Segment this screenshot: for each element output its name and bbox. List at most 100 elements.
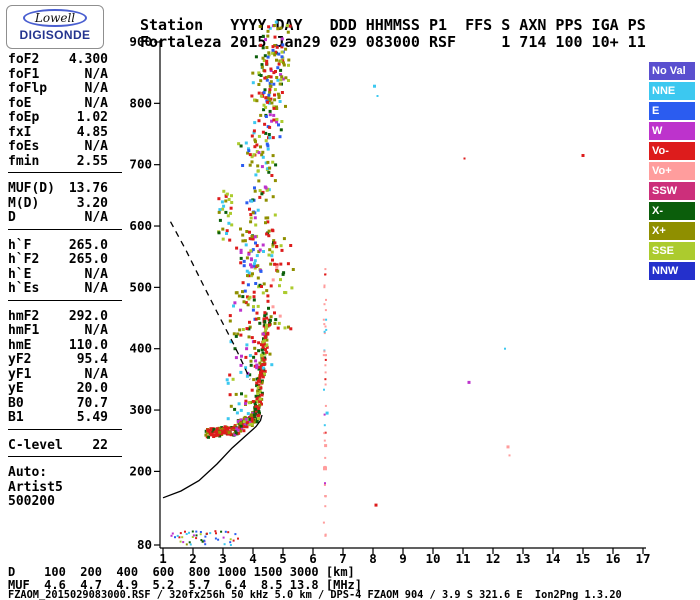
echo-point: [278, 82, 282, 86]
echo-point: [221, 227, 225, 231]
echo-point: [272, 24, 276, 27]
echo-point: [226, 214, 230, 218]
echo-point: [222, 189, 226, 193]
echo-point: [324, 505, 327, 508]
echo-point: [264, 105, 268, 109]
echo-point: [323, 439, 326, 442]
echo-point: [257, 409, 261, 413]
echo-point: [245, 230, 249, 233]
x-tick-label: 16: [605, 551, 620, 566]
echo-point: [280, 91, 284, 94]
echo-point: [254, 405, 258, 409]
echo-point: [266, 294, 270, 298]
echo-point: [265, 345, 269, 349]
echo-point: [248, 417, 252, 421]
echo-point: [251, 211, 255, 215]
echo-point: [188, 531, 190, 534]
echo-point: [273, 88, 277, 92]
echo-point: [250, 235, 254, 238]
echo-point: [257, 367, 261, 371]
echo-point: [260, 192, 264, 196]
legend-item-w: W: [649, 122, 695, 140]
echo-point: [324, 383, 327, 386]
echo-point-isolated: [467, 380, 471, 384]
echo-point: [237, 537, 239, 540]
x-tick-label: 10: [425, 551, 440, 566]
echo-point: [236, 428, 240, 432]
echo-point: [206, 429, 210, 432]
echo-point: [269, 84, 273, 88]
echo-point: [171, 532, 174, 535]
param-label: D: [8, 210, 16, 225]
echo-point: [272, 239, 276, 243]
echo-point: [231, 377, 235, 381]
echo-point: [272, 82, 276, 86]
echo-point: [170, 534, 173, 537]
echo-point: [258, 25, 262, 28]
param-hf: h`F 265.0: [8, 238, 108, 254]
echo-point: [266, 216, 270, 220]
echo-point: [205, 532, 208, 535]
echo-point: [260, 393, 264, 397]
echo-point: [275, 58, 278, 62]
param-value: 20.0: [76, 381, 108, 396]
x-tick-label: 9: [399, 551, 407, 566]
echo-point: [262, 250, 265, 253]
echo-point: [291, 268, 295, 271]
echo-point: [241, 290, 244, 294]
echo-point: [189, 543, 192, 546]
echo-point: [279, 78, 283, 82]
echo-point: [234, 431, 238, 435]
echo-point: [178, 536, 181, 539]
digisonde-logo: Lowell DIGISONDE: [6, 5, 104, 49]
param-b0: B0 70.7: [8, 396, 108, 412]
echo-point: [244, 417, 248, 421]
echo-point: [217, 210, 221, 214]
echo-point: [257, 250, 261, 254]
echo-point: [268, 99, 272, 102]
echo-point: [265, 350, 269, 354]
echo-point: [263, 323, 267, 327]
echo-point: [270, 250, 274, 254]
echo-point: [226, 381, 230, 385]
echo-point: [266, 144, 270, 148]
echo-point: [267, 25, 271, 29]
param-label: foEs: [8, 139, 40, 154]
echo-point: [253, 189, 257, 193]
direction-legend: No Val NNE E W Vo- Vo+ SSW X- X+ SSE NNW: [649, 62, 695, 282]
echo-point: [265, 62, 269, 66]
echo-point: [250, 199, 254, 203]
echo-point: [254, 241, 257, 245]
echo-point: [268, 113, 272, 117]
echo-point: [257, 119, 261, 123]
echo-point: [273, 53, 277, 57]
echo-point: [261, 363, 265, 366]
param-value: N/A: [84, 266, 108, 282]
echo-point: [259, 371, 263, 375]
param-hme: hmE 110.0: [8, 338, 108, 354]
echo-point: [227, 221, 231, 225]
echo-point: [324, 456, 327, 459]
echo-point: [248, 230, 251, 234]
lowell-logo-text: Lowell: [22, 9, 88, 27]
echo-point: [268, 88, 272, 92]
x-tick-label: 1: [159, 551, 167, 566]
echo-point: [273, 93, 276, 97]
param-yf2: yF2 95.4: [8, 352, 108, 368]
param-label: foE: [8, 95, 32, 111]
param-yf1: yF1 N/A: [8, 367, 108, 383]
echo-point: [271, 160, 275, 164]
echo-point: [266, 34, 270, 38]
footer-info: FZAOM_2015029083000.RSF / 320fx256h 50 k…: [8, 589, 622, 600]
echo-point: [265, 46, 269, 49]
echo-point: [245, 347, 249, 351]
param-clevel: C-level 22: [8, 438, 108, 454]
echo-point: [242, 300, 246, 304]
echo-point: [262, 91, 266, 94]
echo-point: [324, 431, 327, 434]
param-label: M(D): [8, 195, 40, 211]
echo-point: [279, 262, 283, 266]
echo-point: [232, 304, 235, 308]
param-md: M(D) 3.20: [8, 195, 108, 212]
echo-point: [272, 118, 276, 122]
